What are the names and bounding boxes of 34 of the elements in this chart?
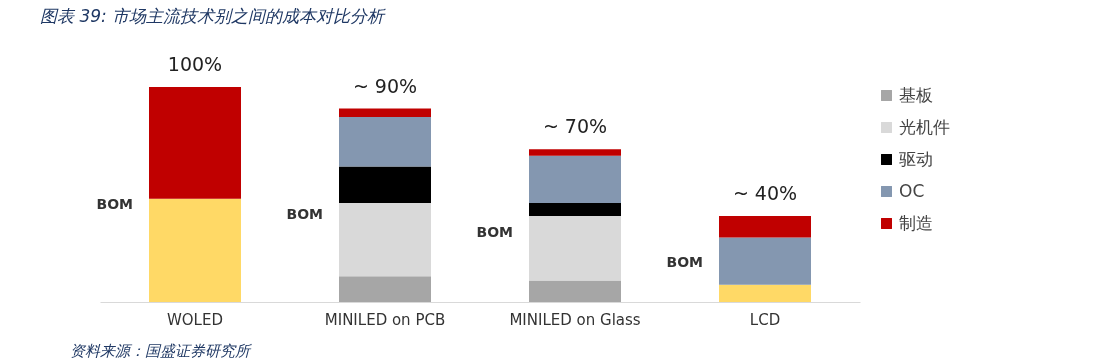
legend-label: 驱动: [899, 148, 933, 169]
annotation: BOM: [476, 224, 513, 241]
bar: [339, 117, 431, 167]
x-tick-label: MINILED on Glass: [509, 310, 641, 329]
bar: [719, 216, 811, 238]
legend-label: 基板: [899, 84, 933, 105]
bar: [529, 155, 621, 204]
bar: [719, 284, 811, 302]
bar: [149, 87, 241, 199]
legend-label: OC: [899, 180, 925, 201]
total-label: ~ 90%: [352, 74, 418, 97]
bar: [529, 203, 621, 216]
bar: [339, 108, 431, 118]
annotation: BOM: [96, 196, 133, 213]
bar: [339, 203, 431, 277]
annotation: BOM: [286, 205, 323, 222]
chart-title: 图表 39: 市场主流技术别之间的成本对比分析: [40, 6, 387, 26]
total-label: 100%: [167, 53, 223, 75]
x-tick-label: LCD: [749, 310, 781, 329]
bar: [529, 280, 621, 302]
bar: [149, 198, 241, 302]
bar: [719, 237, 811, 285]
x-tick-label: MINILED on PCB: [324, 310, 446, 329]
total-label: ~ 70%: [542, 115, 608, 138]
text: 资料来源：国盛证券研究所: [70, 342, 252, 358]
legend-label: 制造: [899, 212, 933, 233]
bar: [529, 216, 621, 281]
x-tick-label: WOLED: [166, 310, 224, 329]
bar: [339, 276, 431, 302]
legend-label: 光机件: [899, 116, 950, 137]
annotation: BOM: [666, 254, 703, 271]
bar: [339, 166, 431, 204]
total-label: ~ 40%: [732, 182, 798, 204]
bar: [529, 149, 621, 156]
